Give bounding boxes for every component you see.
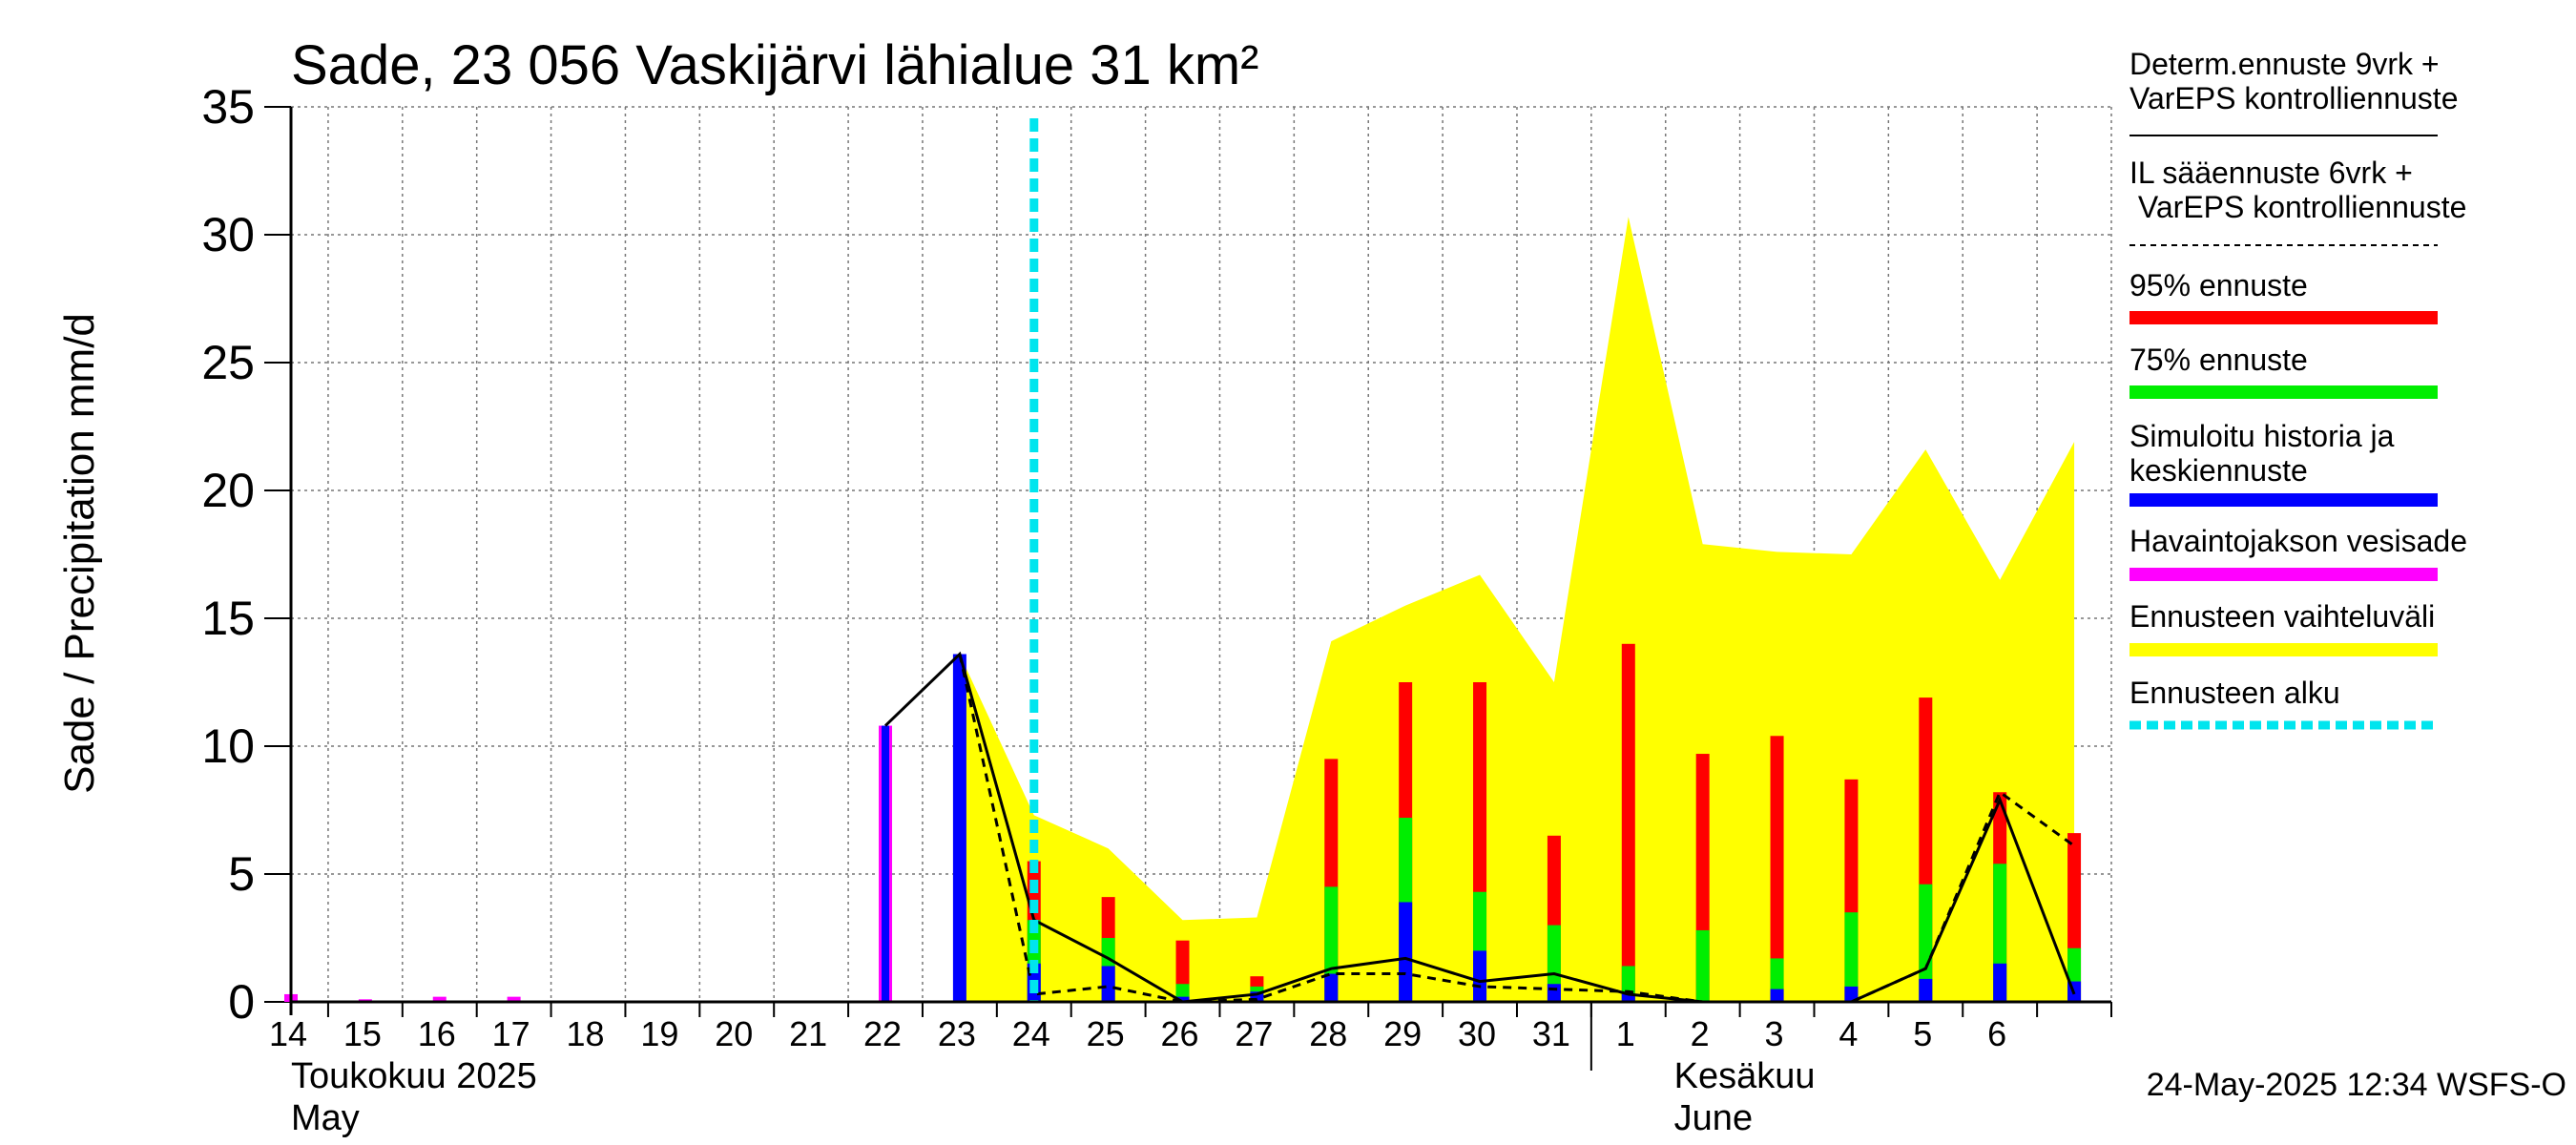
y-tick-label: 15	[201, 592, 255, 645]
legend-label-p95: 95% ennuste	[2129, 268, 2308, 302]
bar-75pct	[1324, 886, 1339, 1002]
bar-simulated	[1844, 986, 1859, 1002]
bar-observed	[432, 996, 447, 1002]
legend-label-start: Ennusteen alku	[2129, 676, 2340, 710]
bar-simulated	[1250, 991, 1264, 1002]
month-label-june-fi: Kesäkuu	[1674, 1056, 1816, 1096]
x-tick-label: 3	[1765, 1014, 1784, 1053]
x-tick-label: 21	[789, 1014, 827, 1053]
x-tick-label: 19	[640, 1014, 678, 1053]
timestamp-label: 24-May-2025 12:34 WSFS-O	[2147, 1067, 2566, 1103]
bar-simulated	[952, 654, 966, 1002]
x-tick-label: 30	[1458, 1014, 1496, 1053]
x-tick-label: 28	[1309, 1014, 1347, 1053]
bar-observed	[507, 996, 521, 1002]
y-tick-label: 35	[201, 80, 255, 134]
x-tick-label: 6	[1987, 1014, 2006, 1053]
bar-simulated	[1919, 978, 1933, 1002]
y-tick-label: 30	[201, 208, 255, 261]
x-tick-label: 15	[343, 1014, 382, 1053]
x-tick-label: 20	[715, 1014, 753, 1053]
bar-simulated	[1473, 950, 1487, 1002]
bar-simulated	[1101, 966, 1115, 1002]
x-tick-label: 26	[1161, 1014, 1199, 1053]
bar-simulated	[1770, 989, 1784, 1002]
forecast-range-area	[959, 217, 2075, 1003]
bar-simulated	[1547, 984, 1561, 1002]
legend-label-range: Ennusteen vaihteluväli	[2129, 599, 2435, 634]
x-tick-label: 23	[938, 1014, 976, 1053]
x-tick-label: 31	[1532, 1014, 1570, 1053]
y-tick-label: 20	[201, 464, 255, 517]
bar-simulated	[1621, 993, 1635, 1002]
x-tick-label: 18	[566, 1014, 604, 1053]
x-tick-label: 17	[492, 1014, 530, 1053]
y-tick-label: 25	[201, 336, 255, 389]
x-tick-label: 25	[1087, 1014, 1125, 1053]
il-forecast-line	[958, 654, 2075, 1004]
y-tick-label: 0	[228, 975, 255, 1029]
x-tick-label: 22	[863, 1014, 902, 1053]
deterministic-line	[883, 651, 2076, 1004]
bar-95pct	[1770, 736, 1784, 1002]
x-tick-label: 4	[1839, 1014, 1858, 1053]
bar-simulated	[1175, 996, 1190, 1002]
bar-95pct	[1621, 643, 1635, 1002]
month-label-may-en: May	[291, 1098, 360, 1138]
x-tick-label: 27	[1235, 1014, 1273, 1053]
x-tick-label: 14	[269, 1014, 307, 1053]
month-label-june-en: June	[1674, 1098, 1753, 1138]
bar-75pct	[1919, 884, 1933, 1002]
legend-label-il: IL sääennuste 6vrk + VarEPS kontrollienn…	[2129, 156, 2466, 224]
chart-title: Sade, 23 056 Vaskijärvi lähialue 31 km²	[291, 34, 1259, 96]
x-tick-label: 2	[1691, 1014, 1710, 1053]
x-tick-label: 24	[1012, 1014, 1050, 1053]
bar-simulated	[1399, 902, 1413, 1002]
y-tick-label: 5	[228, 847, 255, 901]
legend-label-determ: Determ.ennuste 9vrk + VarEPS kontrollienn…	[2129, 47, 2458, 115]
legend-label-sim: Simuloitu historia ja keskiennuste	[2129, 419, 2395, 488]
x-tick-label: 1	[1616, 1014, 1635, 1053]
bar-simulated	[882, 725, 890, 1002]
bar-simulated	[1324, 973, 1339, 1002]
legend: Determ.ennuste 9vrk + VarEPS kontrollienn…	[2129, 47, 2467, 730]
month-label-may-fi: Toukokuu 2025	[291, 1056, 537, 1096]
bar-75pct	[1695, 929, 1710, 1002]
bar-simulated	[1993, 963, 2007, 1002]
x-tick-label: 29	[1383, 1014, 1422, 1053]
x-tick-label: 5	[1913, 1014, 1932, 1053]
legend-label-obs: Havaintojakson vesisade	[2129, 524, 2467, 558]
y-axis-label: Sade / Precipitation mm/d	[56, 313, 103, 794]
x-tick-label: 16	[418, 1014, 456, 1053]
legend-label-p75: 75% ennuste	[2129, 343, 2308, 377]
bar-75pct	[1547, 925, 1561, 1002]
bar-75pct	[1844, 912, 1859, 1002]
y-tick-label: 10	[201, 719, 255, 773]
